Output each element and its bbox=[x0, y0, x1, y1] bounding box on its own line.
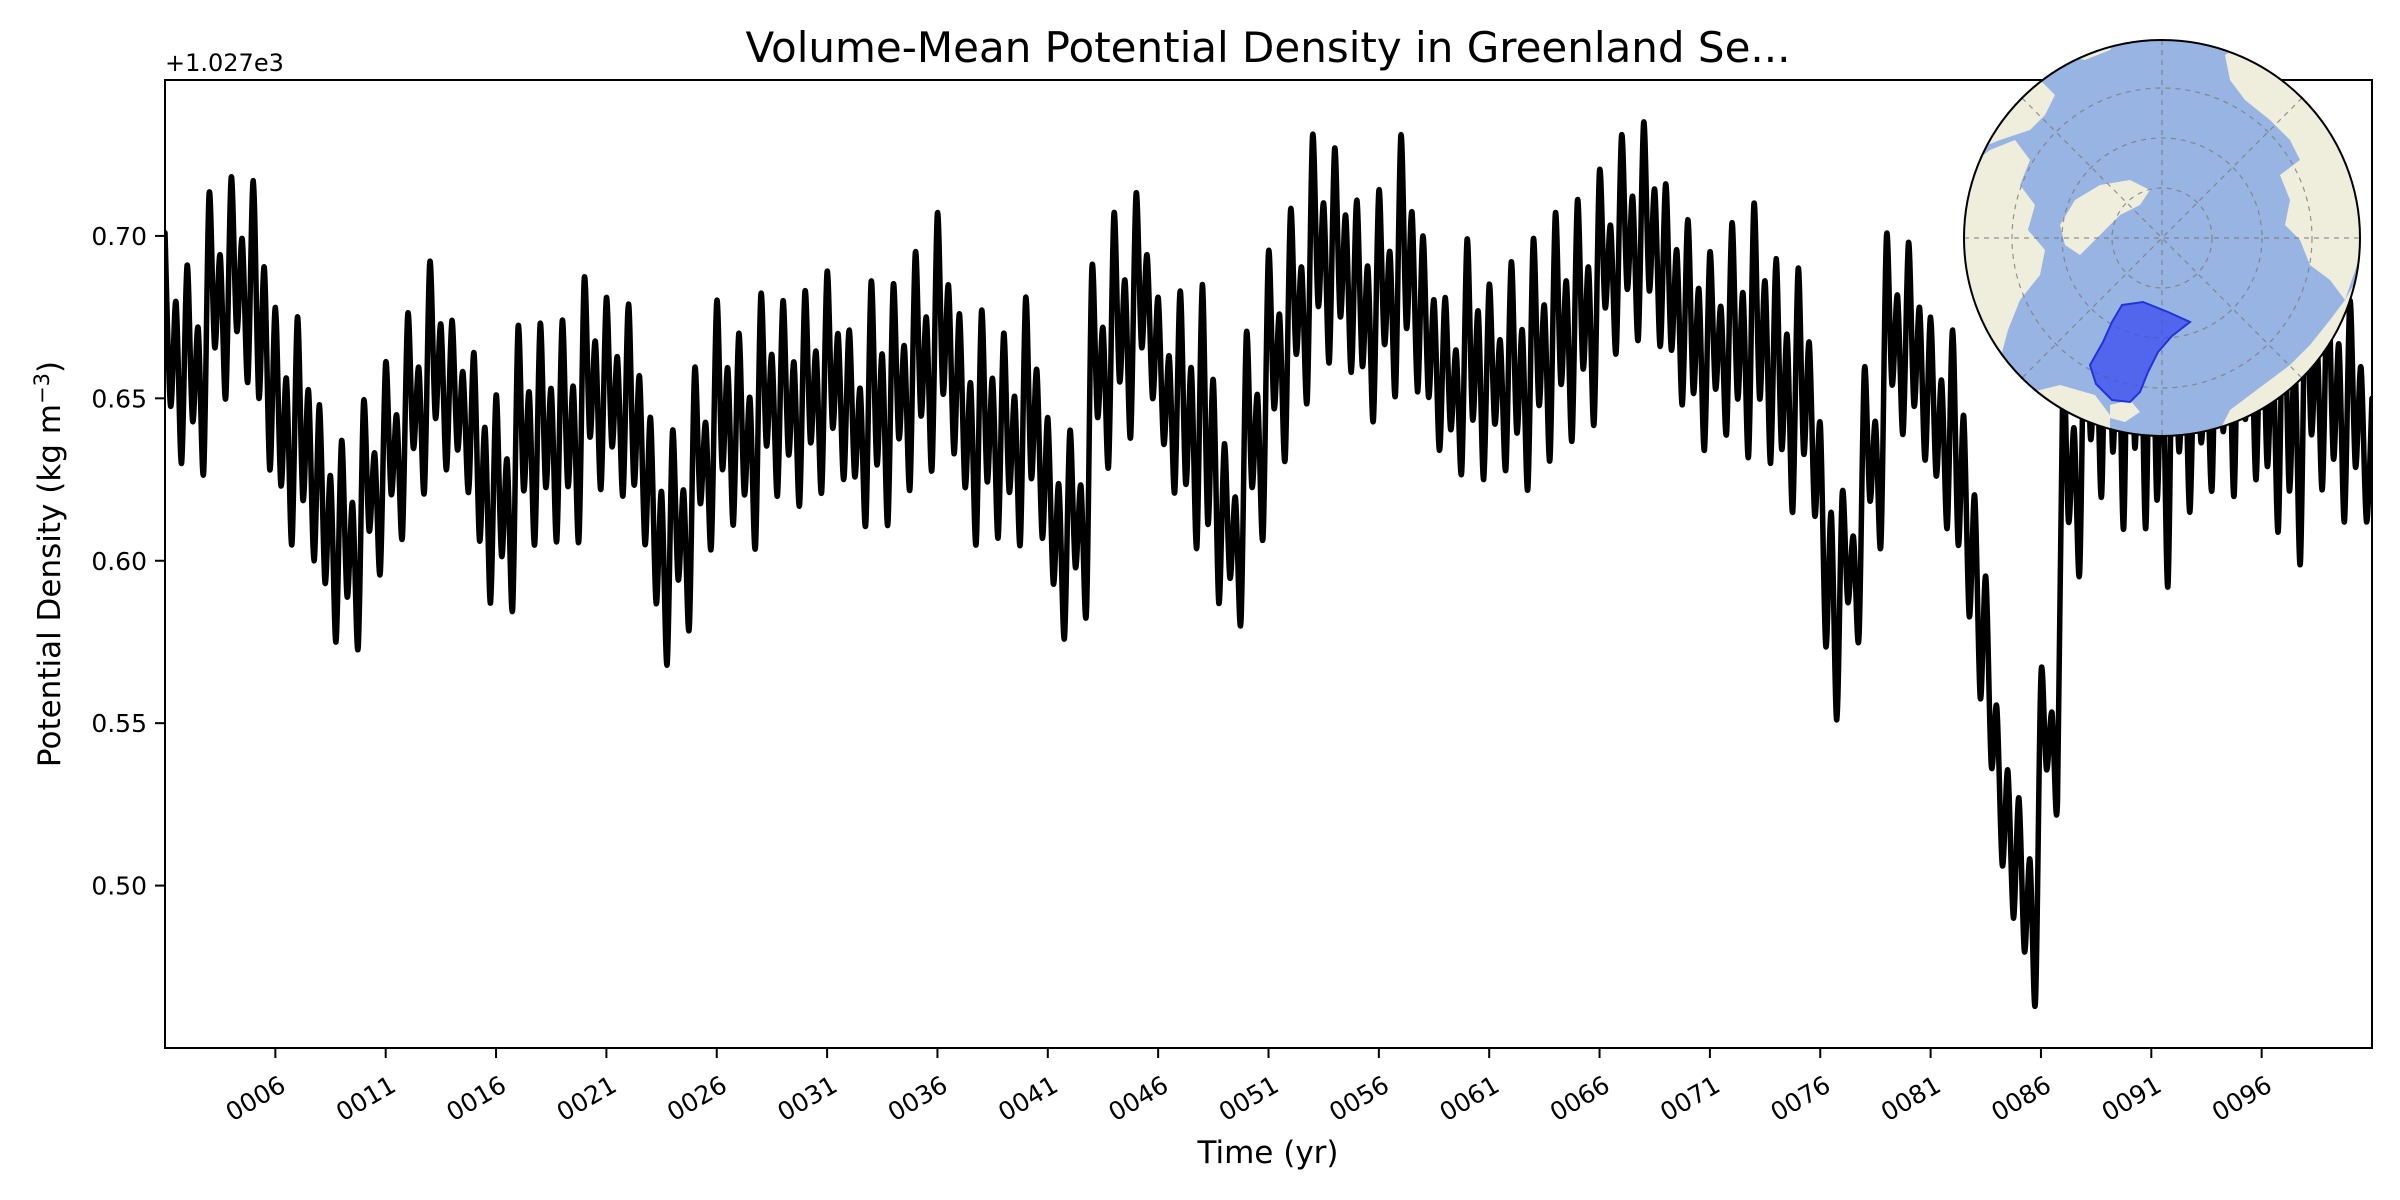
x-tick-label: 0021 bbox=[552, 1070, 622, 1127]
x-tick-label: 0041 bbox=[993, 1070, 1063, 1127]
x-tick-label: 0086 bbox=[1986, 1070, 2056, 1127]
x-axis-label: Time (yr) bbox=[1197, 1135, 1339, 1171]
x-tick-label: 0061 bbox=[1435, 1070, 1505, 1127]
map-border bbox=[1963, 39, 2361, 437]
x-axis-ticks: 0006 0011 0016 0021 0026 0031 0036 0041 0046 0051… bbox=[221, 1048, 2277, 1127]
x-tick-label: 0011 bbox=[331, 1070, 401, 1127]
y-tick-label: 0.65 bbox=[91, 384, 147, 413]
map-land-island bbox=[2110, 400, 2140, 422]
x-tick-label: 0031 bbox=[772, 1070, 842, 1127]
y-axis-ticks: 0.50 0.55 0.60 0.65 0.70 bbox=[91, 222, 165, 901]
x-tick-label: 0036 bbox=[883, 1070, 953, 1127]
chart-title: Volume-Mean Potential Density in Greenla… bbox=[746, 23, 1791, 72]
x-tick-label: 0046 bbox=[1104, 1070, 1174, 1127]
y-axis-label: Potential Density (kg m−3) bbox=[30, 361, 68, 767]
map-region-highlight bbox=[2088, 300, 2192, 404]
x-tick-label: 0051 bbox=[1214, 1070, 1284, 1127]
y-tick-label: 0.70 bbox=[91, 222, 147, 251]
x-tick-label: 0071 bbox=[1655, 1070, 1725, 1127]
y-offset-label: +1.027e3 bbox=[165, 49, 284, 77]
x-tick-label: 0066 bbox=[1545, 1070, 1615, 1127]
x-tick-label: 0076 bbox=[1766, 1070, 1836, 1127]
x-tick-label: 0081 bbox=[1876, 1070, 1946, 1127]
y-tick-label: 0.55 bbox=[91, 709, 147, 738]
y-tick-label: 0.50 bbox=[91, 872, 147, 901]
x-tick-label: 0016 bbox=[441, 1070, 511, 1127]
x-tick-label: 0096 bbox=[2207, 1070, 2277, 1127]
x-tick-label: 0006 bbox=[221, 1070, 291, 1127]
x-tick-label: 0056 bbox=[1324, 1070, 1394, 1127]
map-graticule bbox=[1964, 40, 2360, 436]
x-tick-label: 0091 bbox=[2097, 1070, 2167, 1127]
x-tick-label: 0026 bbox=[662, 1070, 732, 1127]
map-land-greenland bbox=[2060, 180, 2150, 255]
y-axis-label-exponent: −3 bbox=[30, 373, 54, 404]
y-tick-label: 0.60 bbox=[91, 547, 147, 576]
series-line-density bbox=[165, 119, 2372, 1009]
